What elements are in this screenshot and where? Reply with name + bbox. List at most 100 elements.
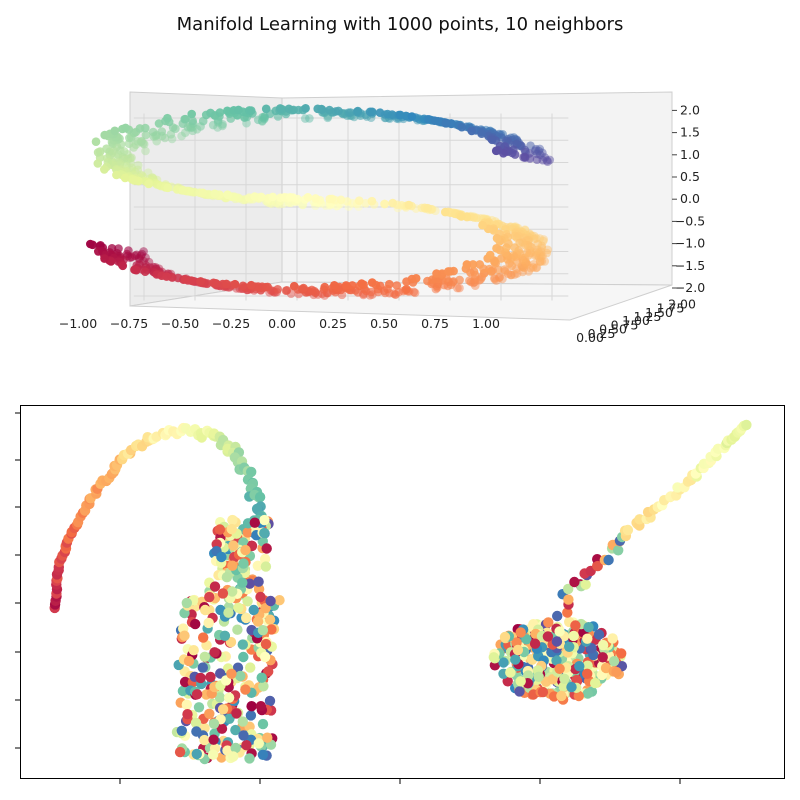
embedding-point	[179, 630, 190, 641]
embedding-point	[238, 730, 249, 741]
scatter-point	[455, 275, 464, 285]
scatter-point	[478, 220, 487, 230]
embedding-point	[488, 652, 499, 663]
scatter-point	[301, 104, 310, 113]
embedding-point	[216, 723, 228, 734]
embedding-point	[228, 751, 239, 762]
scatter-point	[522, 248, 532, 257]
scatter-point	[457, 122, 467, 132]
embedding-point	[505, 667, 516, 678]
scatter-point	[457, 212, 466, 221]
embedding-point	[248, 604, 259, 616]
y-axis-ticks-3d: 0.000.250.500.751.001.251.501.752.00	[576, 296, 696, 345]
embedding-point	[204, 591, 215, 603]
y-tick-label: 1.75	[657, 301, 685, 316]
embedding-point	[224, 713, 235, 724]
embedding-point	[198, 632, 209, 643]
embedding-point	[241, 612, 252, 624]
z-tick-label: 1.5	[680, 125, 700, 140]
chart-2d	[15, 405, 785, 784]
scatter-point	[348, 281, 357, 290]
scatter-point	[187, 109, 196, 119]
z-tick-label: −1.0	[675, 236, 705, 251]
scatter-point	[354, 196, 364, 205]
x-tick-label: −0.75	[110, 316, 148, 331]
embedding-point	[215, 668, 226, 679]
embedding-point	[214, 692, 226, 703]
embedding-point	[569, 576, 580, 588]
z-tick-label: 0.5	[680, 169, 700, 184]
scatter-point	[257, 192, 266, 202]
x-tick-label: −0.25	[212, 316, 250, 331]
scatter-point	[467, 126, 477, 136]
y-tick-label: 0.75	[611, 317, 639, 332]
scatter-point	[375, 108, 385, 117]
scatter-point	[280, 193, 289, 202]
embedding-point	[514, 686, 525, 697]
scatter-point	[196, 277, 205, 286]
embedding-point	[563, 583, 574, 595]
scatter-point	[500, 265, 509, 274]
embedding-point	[554, 626, 565, 637]
scatter-point	[141, 146, 150, 156]
embedding-point	[568, 630, 579, 642]
embedding-point	[262, 732, 273, 743]
embedding-point	[237, 716, 248, 727]
scatter-point	[320, 282, 330, 292]
embedding-point	[208, 734, 219, 745]
embedding-point	[264, 695, 276, 707]
scatter-point	[139, 247, 148, 256]
scatter-point	[215, 108, 225, 117]
embedding-point	[590, 677, 601, 689]
scatter-point	[118, 261, 128, 271]
scatter-point	[441, 119, 451, 128]
embedding-point	[230, 742, 241, 754]
scatter-point	[407, 112, 417, 121]
embedding-point	[608, 656, 620, 667]
embedding-point	[255, 591, 266, 603]
scatter-point	[246, 280, 256, 290]
embedding-point	[249, 517, 260, 528]
scatter-point	[250, 192, 259, 201]
embedding-point	[246, 701, 257, 712]
scatter-point	[477, 129, 486, 138]
scatter-point	[357, 279, 366, 288]
embedding-point	[512, 644, 524, 656]
embedding-point	[597, 639, 609, 651]
scatter-point	[245, 106, 254, 115]
scatter-point	[353, 106, 363, 116]
embedding-point	[622, 524, 634, 536]
embedding-point	[226, 523, 237, 535]
embedding-point	[203, 617, 214, 629]
embedding-point	[603, 554, 614, 566]
embedding-point	[217, 704, 229, 715]
embedding-point	[551, 655, 562, 666]
scatter-point	[178, 185, 188, 195]
scatter-point	[263, 282, 272, 292]
scatter-point	[330, 281, 339, 290]
embedding-point	[264, 614, 276, 625]
embedding-point	[238, 651, 249, 663]
plot-area-2d	[20, 405, 785, 779]
scatter-point	[334, 106, 343, 116]
embedding-point	[582, 633, 593, 644]
scatter-point	[432, 269, 441, 278]
embedding-point	[265, 595, 276, 607]
scatter-point	[404, 200, 414, 210]
x-tick-label: 0.50	[370, 316, 398, 331]
embedding-point	[260, 638, 272, 650]
scatter-point	[206, 108, 215, 118]
scatter-point	[209, 278, 218, 288]
x-axis-ticks-3d: −1.00 −0.75 −0.50 −0.25 0.00 0.25 0.50 0.75 1.00	[59, 316, 500, 331]
embedding-point	[197, 662, 208, 673]
scatter-point	[388, 198, 398, 208]
scatter-point	[162, 272, 171, 281]
scatter-point	[529, 260, 539, 269]
embedding-point	[529, 638, 541, 649]
embedding-point	[611, 666, 622, 678]
scatter-point	[411, 274, 421, 283]
scatter-point	[367, 196, 377, 206]
embedding-point	[190, 717, 202, 729]
scatter-point	[100, 254, 109, 263]
embedding-point	[227, 514, 238, 526]
